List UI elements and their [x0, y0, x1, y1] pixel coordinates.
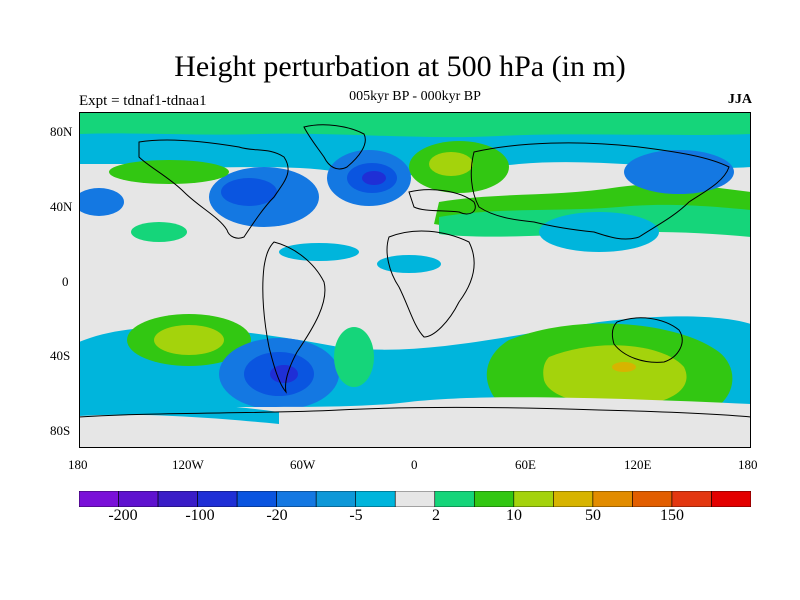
colorbar-label: 50 — [585, 507, 601, 524]
colorbar-swatch — [513, 491, 554, 507]
lon-label: 0 — [411, 457, 418, 472]
colorbar-swatch — [197, 491, 238, 507]
colorbar-swatch — [315, 491, 357, 507]
colorbar-swatch — [592, 491, 633, 507]
lon-label: 120W — [172, 457, 204, 472]
chart-subtitle: 005kyr BP - 000kyr BP — [349, 89, 481, 104]
lat-label: 40N — [50, 199, 73, 214]
colorbar-label: -5 — [349, 507, 363, 524]
contour-fill-layer — [79, 112, 751, 448]
lon-label: 180 — [738, 457, 758, 472]
colorbar-label: 10 — [506, 507, 522, 524]
chart-title: Height perturbation at 500 hPa (in m) — [174, 50, 626, 83]
colorbar-swatch — [355, 491, 396, 507]
colorbar — [79, 491, 751, 507]
lon-label: 120E — [624, 457, 652, 472]
lon-label: 180 — [68, 457, 88, 472]
colorbar-swatch — [671, 491, 712, 507]
colorbar-swatch — [632, 491, 673, 507]
colorbar-swatch — [473, 491, 515, 507]
colorbar-swatch — [118, 491, 159, 507]
colorbar-swatch — [711, 491, 751, 507]
colorbar-swatch — [157, 491, 198, 507]
colorbar-label: 2 — [432, 507, 440, 524]
lat-label: 40S — [50, 348, 71, 363]
colorbar-label: -20 — [266, 507, 288, 524]
season-label: JJA — [727, 92, 752, 107]
colorbar-label: -100 — [185, 507, 215, 524]
lon-label: 60E — [515, 457, 536, 472]
experiment-label: Expt = tdnaf1-tdnaa1 — [79, 93, 207, 109]
colorbar-label: 150 — [660, 507, 684, 524]
colorbar-label: -200 — [108, 507, 138, 524]
colorbar-swatch — [236, 491, 277, 507]
colorbar-swatch — [394, 491, 436, 507]
lat-label: 80S — [50, 423, 71, 438]
coastlines — [79, 124, 751, 418]
lat-label: 0 — [62, 274, 69, 289]
colorbar-swatch — [553, 491, 594, 507]
colorbar-swatch — [434, 491, 475, 507]
colorbar-swatch — [79, 491, 119, 507]
colorbar-swatch — [276, 491, 317, 507]
height-perturbation-map — [79, 112, 751, 448]
map-frame — [79, 112, 751, 448]
lon-label: 60W — [290, 457, 316, 472]
lat-label: 80N — [50, 124, 73, 139]
